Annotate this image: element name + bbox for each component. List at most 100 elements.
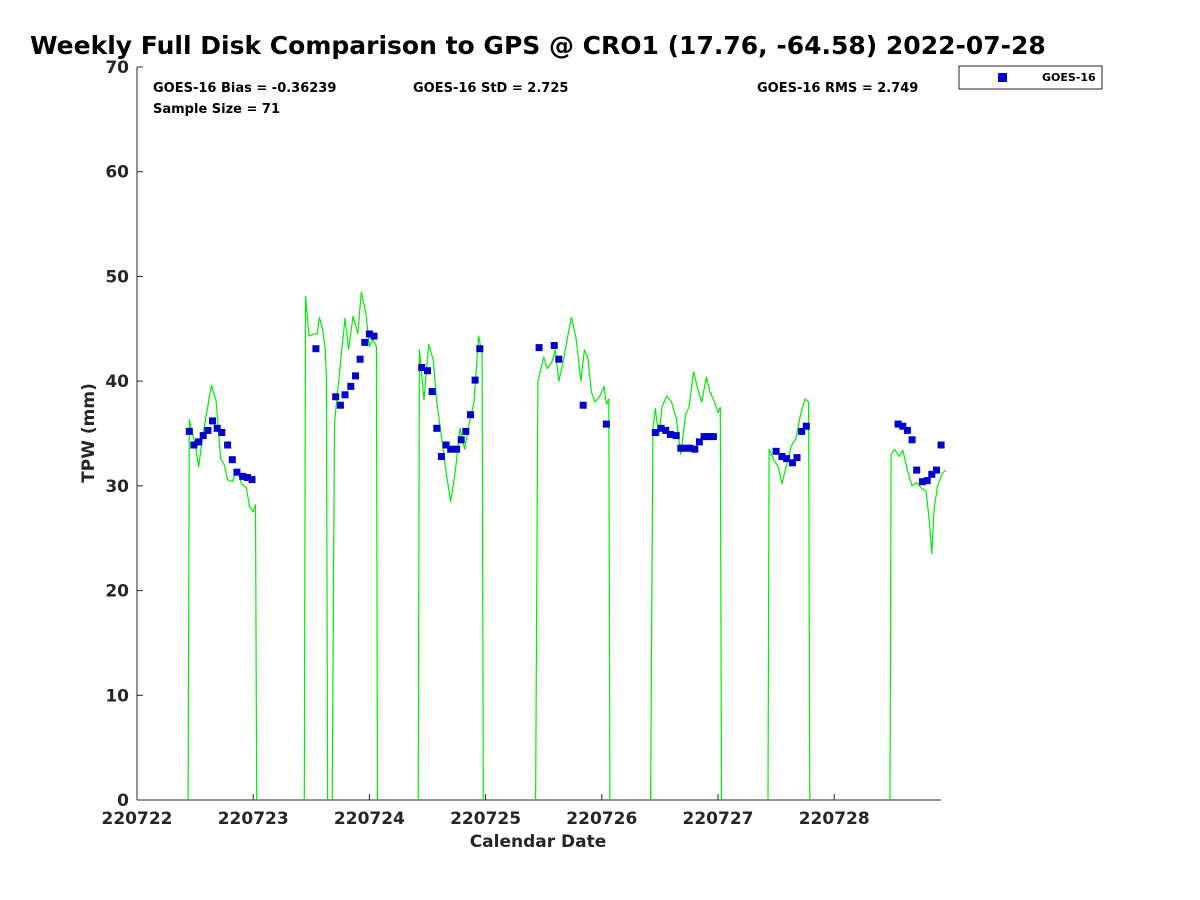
goes16-point	[347, 382, 355, 390]
x-tick-label: 220722	[102, 809, 173, 829]
goes16-point	[356, 355, 364, 363]
x-tick-label: 220726	[566, 809, 637, 829]
goes16-point	[662, 426, 670, 434]
x-tick-label: 220725	[450, 809, 521, 829]
y-tick-label: 60	[105, 163, 129, 183]
goes16-point	[204, 426, 212, 434]
goes16-point	[437, 453, 445, 460]
goes16-point	[243, 474, 251, 481]
goes16-point	[709, 433, 717, 441]
bias-stat: GOES-16 Bias = -0.36239	[153, 81, 336, 96]
goes16-point	[224, 441, 232, 449]
goes16-point	[218, 429, 226, 436]
goes16-point	[695, 438, 703, 446]
rms-stat: GOES-16 RMS = 2.749	[757, 81, 918, 96]
goes16-point	[185, 427, 193, 435]
goes16-point	[418, 364, 426, 371]
goes16-point	[899, 422, 907, 430]
gps-line-segment	[417, 335, 484, 801]
goes16-point	[341, 391, 349, 399]
y-tick-label: 0	[117, 791, 129, 811]
gps-line-series	[187, 291, 947, 801]
chart-title: Weekly Full Disk Comparison to GPS @ CRO…	[30, 31, 1046, 60]
goes16-point	[442, 441, 450, 449]
y-tick-label: 50	[105, 267, 129, 287]
goes16-point	[778, 453, 786, 460]
legend-box	[958, 65, 1103, 90]
goes16-point	[476, 345, 484, 353]
gps-line-segment	[303, 295, 329, 801]
goes16-point	[602, 420, 610, 428]
goes16-point	[467, 411, 474, 419]
y-tick-label: 30	[105, 477, 129, 497]
goes16-point	[462, 427, 470, 435]
std-stat: GOES-16 StD = 2.725	[413, 81, 568, 96]
goes16-point	[312, 345, 320, 353]
goes16-point	[209, 417, 216, 425]
sample-size-stat: Sample Size = 71	[153, 102, 280, 117]
gps-line-segment	[534, 316, 611, 801]
goes16-point	[651, 429, 659, 436]
goes16-point	[471, 376, 479, 384]
goes16-point	[199, 432, 207, 440]
y-axis-ticks: 0 10 20 30 40 50 60 70	[105, 58, 143, 811]
goes16-point	[928, 470, 936, 478]
y-tick-label: 70	[105, 58, 129, 78]
x-axis-ticks: 220722 220723 220724 220725 220726 220727 2207…	[102, 794, 870, 829]
goes16-point	[447, 445, 455, 453]
goes16-point	[772, 447, 780, 455]
goes16-point	[424, 367, 431, 375]
x-tick-label: 220728	[799, 809, 870, 829]
goes16-marker-series	[185, 330, 945, 486]
goes16-point	[894, 420, 902, 428]
goes16-point	[933, 466, 940, 474]
goes16-point	[908, 436, 916, 444]
goes16-point	[233, 468, 241, 476]
goes16-point	[190, 441, 198, 449]
goes16-point	[365, 330, 373, 338]
goes16-point	[428, 388, 436, 396]
legend-label: GOES-16	[1042, 71, 1096, 84]
goes16-point	[672, 432, 680, 440]
gps-line-segment	[889, 448, 947, 801]
goes16-point	[677, 444, 685, 452]
x-tick-label: 220724	[334, 809, 405, 829]
goes16-point	[798, 427, 806, 435]
goes16-point	[691, 445, 699, 453]
goes16-point	[239, 472, 247, 480]
goes16-point	[579, 401, 587, 409]
x-tick-label: 220727	[683, 809, 754, 829]
goes16-point	[453, 445, 461, 453]
goes16-point	[433, 424, 441, 432]
plot-area	[136, 67, 941, 801]
goes16-point	[228, 456, 236, 464]
goes16-point	[352, 372, 359, 380]
goes16-point	[336, 401, 344, 409]
goes16-point	[666, 431, 674, 438]
legend-marker	[998, 73, 1007, 82]
goes16-point	[788, 459, 796, 467]
goes16-point	[332, 393, 340, 401]
goes16-point	[793, 454, 801, 462]
goes16-point	[195, 438, 203, 446]
y-axis-title: TPW (mm)	[79, 383, 99, 483]
goes16-point	[550, 342, 558, 349]
x-axis-title: Calendar Date	[470, 832, 607, 852]
y-tick-label: 20	[105, 582, 129, 602]
goes16-point	[686, 444, 694, 452]
goes16-point	[535, 344, 543, 352]
y-tick-label: 10	[105, 686, 129, 706]
goes16-point	[913, 466, 921, 474]
gps-line-segment	[187, 384, 258, 801]
goes16-point	[783, 455, 791, 463]
legend: GOES-16	[958, 65, 1103, 90]
goes16-point	[457, 436, 465, 444]
goes16-point	[213, 424, 221, 432]
goes16-point	[555, 355, 563, 363]
goes16-point	[802, 422, 810, 430]
x-tick-label: 220723	[218, 809, 289, 829]
y-tick-label: 40	[105, 372, 129, 392]
goes16-point	[657, 424, 665, 432]
goes16-point	[919, 478, 926, 486]
